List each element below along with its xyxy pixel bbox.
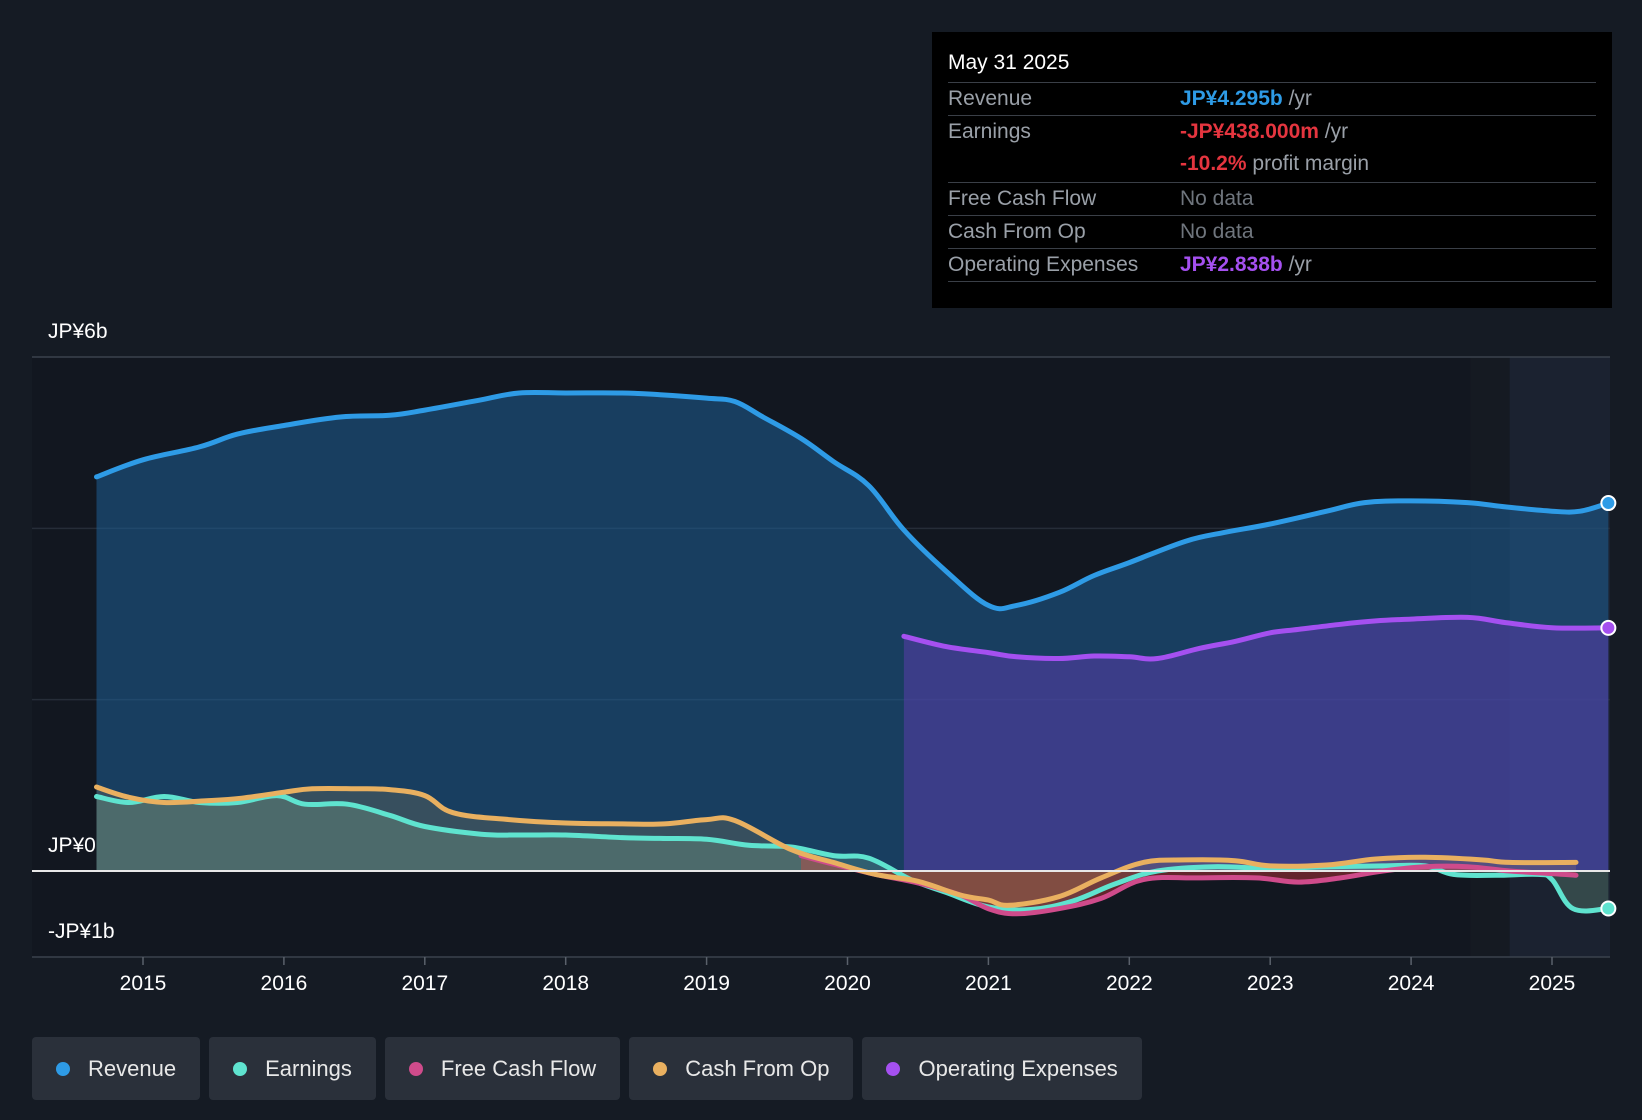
tooltip-opex-value: JP¥2.838b — [1180, 253, 1283, 276]
x-tick-label: 2020 — [824, 972, 871, 995]
x-tick-label: 2022 — [1106, 972, 1153, 995]
tooltip-revenue-value: JP¥4.295b — [1180, 87, 1283, 110]
tooltip-revenue-label: Revenue — [948, 87, 1033, 110]
area-earnings — [96, 795, 1609, 911]
legend-dot-cash-from-op — [653, 1061, 668, 1076]
series-lines — [32, 389, 1611, 917]
end-dot-earnings — [1600, 900, 1617, 917]
tooltip-earnings-label: Earnings — [948, 120, 1031, 143]
area-free-cash-flow — [801, 855, 1576, 914]
tooltip-margin-value-wrap: -10.2% profit margin — [1180, 148, 1596, 180]
tooltip-panel: May 31 2025 Revenue JP¥4.295b /yr Earnin… — [932, 32, 1612, 308]
tooltip-earnings-value-wrap: -JP¥438.000m /yr — [1180, 116, 1596, 148]
tooltip-margin-unit: profit margin — [1252, 152, 1370, 175]
tooltip-fcf-label: Free Cash Flow — [948, 187, 1097, 210]
tooltip-row-opex: Operating Expenses JP¥2.838b /yr — [948, 248, 1596, 282]
legend-label-revenue: Revenue — [88, 1055, 177, 1081]
area-operating-expenses — [903, 617, 1609, 871]
series-areas — [96, 392, 1609, 914]
y-label-top: JP¥6b — [48, 320, 108, 343]
legend-item-free-cash-flow[interactable]: Free Cash Flow — [384, 1037, 621, 1100]
x-tick-label: 2015 — [120, 972, 167, 995]
tooltip-revenue-value-wrap: JP¥4.295b /yr — [1180, 83, 1596, 115]
legend-dot-operating-expenses — [886, 1061, 901, 1076]
tooltip-earnings-line: Earnings -JP¥438.000m /yr — [948, 116, 1596, 148]
x-axis: 2015 2016 2017 2018 2019 2020 2021 2022 2023 2024… — [120, 957, 1576, 995]
legend-dot-free-cash-flow — [408, 1061, 423, 1076]
legend-label-operating-expenses: Operating Expenses — [918, 1055, 1118, 1081]
series-end-markers — [1600, 495, 1617, 917]
tooltip-revenue-unit: /yr — [1288, 87, 1312, 110]
legend-item-cash-from-op[interactable]: Cash From Op — [629, 1037, 854, 1100]
x-tick-label: 2021 — [965, 972, 1012, 995]
legend-dot-earnings — [233, 1061, 248, 1076]
legend: Revenue Earnings Free Cash Flow Cash Fro… — [32, 1037, 1142, 1100]
tooltip-opex-value-wrap: JP¥2.838b /yr — [1180, 249, 1596, 281]
tooltip-row-earnings: Earnings -JP¥438.000m /yr -10.2% profit … — [948, 115, 1596, 182]
tooltip-margin-spacer — [948, 148, 1180, 180]
tooltip-margin-line: -10.2% profit margin — [948, 148, 1596, 180]
y-label-bottom: -JP¥1b — [48, 920, 115, 943]
tooltip-row-cfo: Cash From Op No data — [948, 215, 1596, 248]
tooltip-opex-unit: /yr — [1288, 253, 1312, 276]
y-label-zero: JP¥0 — [48, 834, 96, 857]
x-tick-label: 2025 — [1529, 972, 1576, 995]
legend-item-operating-expenses[interactable]: Operating Expenses — [862, 1037, 1142, 1100]
tooltip-margin-value: -10.2% — [1180, 152, 1247, 175]
end-dot-revenue — [1600, 495, 1617, 512]
line-operating-expenses — [901, 614, 1611, 662]
x-tick-label: 2019 — [683, 972, 730, 995]
tooltip-fcf-value: No data — [1180, 187, 1254, 210]
legend-item-revenue[interactable]: Revenue — [32, 1037, 201, 1100]
tooltip-row-fcf: Free Cash Flow No data — [948, 182, 1596, 215]
tooltip-row-revenue: Revenue JP¥4.295b /yr — [948, 82, 1596, 115]
x-tick-label: 2024 — [1388, 972, 1435, 995]
x-tick-label: 2016 — [261, 972, 308, 995]
legend-dot-revenue — [56, 1061, 70, 1076]
tooltip-opex-label: Operating Expenses — [948, 253, 1139, 276]
tooltip-date: May 31 2025 — [948, 51, 1070, 74]
line-revenue — [94, 389, 1611, 612]
legend-label-earnings: Earnings — [265, 1055, 352, 1081]
x-tick-label: 2023 — [1247, 972, 1294, 995]
end-dot-operating-expenses — [1600, 619, 1617, 636]
line-cash-from-op — [94, 784, 1579, 908]
legend-item-earnings[interactable]: Earnings — [209, 1037, 376, 1100]
tooltip-earnings-unit: /yr — [1324, 120, 1349, 143]
x-tick-label: 2018 — [542, 972, 589, 995]
legend-label-free-cash-flow: Free Cash Flow — [440, 1055, 597, 1081]
tooltip-earnings-value: -JP¥438.000m — [1180, 120, 1319, 143]
x-tick-label: 2017 — [401, 972, 448, 995]
tooltip-cfo-value: No data — [1180, 220, 1254, 243]
legend-label-cash-from-op: Cash From Op — [685, 1055, 830, 1081]
tooltip-cfo-label: Cash From Op — [948, 220, 1086, 243]
